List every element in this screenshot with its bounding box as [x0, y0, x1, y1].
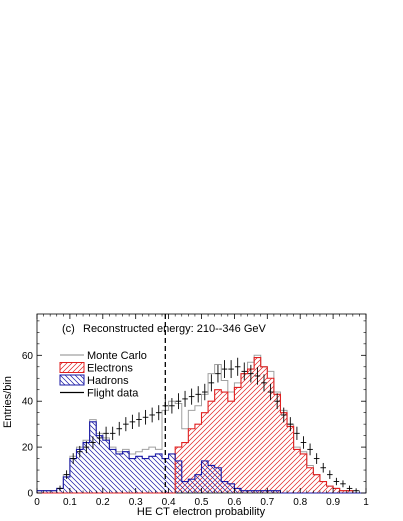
monte-carlo-line: [36, 354, 366, 494]
flight-data-point: [241, 362, 248, 381]
legend-item: Flight data: [60, 388, 139, 400]
flight-data-point: [63, 470, 70, 479]
histogram-fills: [37, 357, 366, 493]
x-tick-label: 0.8: [293, 497, 307, 508]
flight-data-point: [254, 367, 261, 385]
flight-data-point: [76, 445, 83, 458]
legend-swatch-hatch: [59, 362, 85, 373]
flight-data-point: [208, 374, 215, 392]
flight-data-point: [149, 407, 155, 423]
x-tick-label: 0.7: [260, 497, 274, 508]
x-tick-label: 0.6: [227, 497, 241, 508]
y-axis-label: Entries/bin: [2, 376, 14, 428]
flight-data-point: [188, 388, 195, 405]
flight-data-point: [182, 390, 188, 407]
x-axis-label: HE CT electron probability: [137, 506, 266, 518]
flight-data-point: [109, 426, 116, 440]
flight-data-point: [287, 417, 294, 432]
x-tick-label: 1: [363, 497, 369, 508]
flight-data-point: [228, 360, 234, 379]
y-tick-label: 40: [22, 397, 34, 408]
flight-data-point: [327, 470, 333, 479]
x-tick-label: 0.5: [195, 497, 209, 508]
flight-data-point: [116, 421, 123, 436]
chart-title: Reconstructed energy: 210--346 GeV: [83, 323, 266, 335]
flight-data-point: [248, 364, 254, 383]
x-tick-label: 0.1: [63, 497, 77, 508]
x-tick-label: 0.9: [326, 497, 340, 508]
legend-item: Hadrons: [59, 374, 129, 387]
legend-label: Electrons: [87, 363, 133, 375]
legend-item: Monte Carlo: [60, 350, 147, 362]
flight-data-point: [346, 485, 353, 492]
legend-label: Flight data: [87, 388, 139, 400]
flight-data-point: [340, 480, 346, 488]
flight-data-point: [307, 443, 313, 456]
flight-data-point: [136, 412, 142, 427]
flight-data-point: [70, 453, 76, 464]
legend-label: Monte Carlo: [87, 350, 147, 362]
flight-data-point: [96, 431, 103, 445]
flight-data-point: [202, 383, 208, 401]
y-tick-label: 20: [22, 443, 34, 454]
flight-data-point: [294, 426, 300, 440]
x-tick-label: 0.3: [129, 497, 143, 508]
y-tick-label: 60: [22, 351, 34, 362]
flight-data-point: [267, 383, 274, 401]
y-tick-label: 0: [27, 489, 33, 500]
flight-data-point: [353, 488, 359, 493]
axes: 0 0.1 0.2 0.3 0.4 0.5 0.6 0.7 0.8 0.9 1 0 20 40 60: [22, 314, 369, 508]
flight-data-point: [195, 386, 201, 403]
panel-label: (c): [62, 323, 75, 335]
flight-data-point: [300, 436, 307, 449]
x-tick-label: 0.4: [162, 497, 176, 508]
x-tick-label: 0.2: [96, 497, 110, 508]
flight-data-point: [313, 453, 320, 464]
flight-data-point: [57, 485, 63, 492]
flight-data-point: [103, 426, 109, 440]
legend-item: Electrons: [59, 362, 133, 375]
flight-data-point: [155, 405, 162, 421]
electrons-fill: [37, 357, 366, 493]
x-tick-label: 0: [34, 497, 40, 508]
hadrons-fill: [37, 421, 366, 493]
flight-data-point: [175, 393, 182, 410]
flight-data-point: [320, 462, 327, 473]
legend-swatch-hatch: [59, 374, 85, 386]
flight-data-point: [83, 441, 90, 454]
flight-data-point: [261, 374, 267, 392]
flight-data-point: [169, 398, 175, 414]
flight-data-point: [221, 360, 228, 379]
flight-data-point: [234, 357, 241, 376]
flight-data-point: [280, 407, 287, 423]
flight-data-point: [142, 409, 149, 425]
flight-data-point: [123, 417, 129, 432]
flight-data-point: [90, 436, 96, 449]
flight-data-point: [215, 364, 221, 383]
flight-data-point: [333, 477, 340, 486]
flight-data-point: [274, 393, 280, 410]
electrons-line: [37, 357, 366, 494]
flight-data-point: [129, 414, 136, 429]
legend-label: Hadrons: [87, 375, 129, 387]
